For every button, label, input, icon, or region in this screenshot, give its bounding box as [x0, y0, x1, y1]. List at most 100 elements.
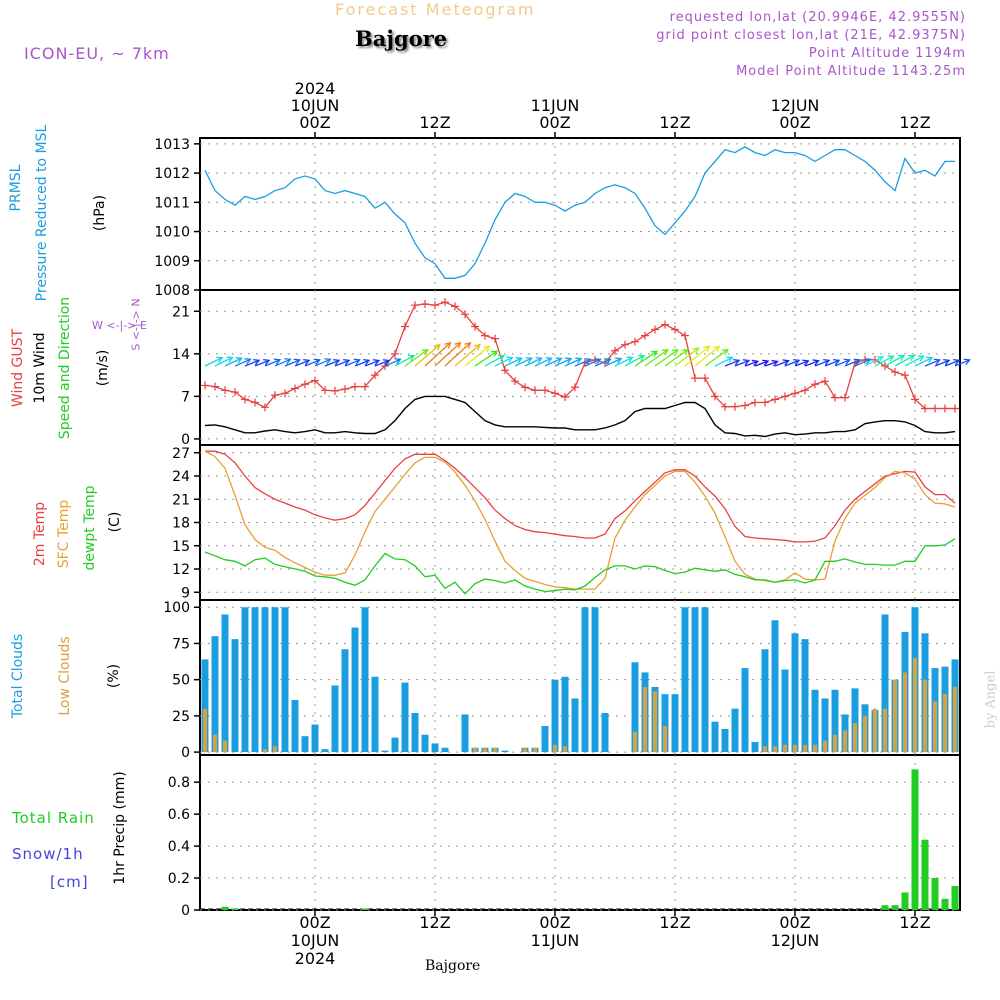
pressure-frame	[199, 137, 961, 291]
wind-arrow	[874, 355, 894, 367]
wind-arrow	[804, 360, 819, 367]
wind-arrow-head	[802, 359, 810, 366]
wind-arrow-head	[490, 350, 499, 357]
temperature-ytick-label: 27	[172, 446, 190, 462]
wind-arrow	[774, 360, 789, 367]
requested-coordinates: requested lon,lat (20.9946E, 42.9555N)	[669, 10, 966, 25]
wind-arrow	[744, 360, 758, 367]
wind-frame	[199, 289, 961, 446]
gust-point	[611, 346, 619, 355]
gust-point	[541, 386, 549, 395]
gust-point	[951, 404, 959, 413]
low-cloud-bar	[553, 744, 557, 753]
wind-arrow	[594, 358, 611, 367]
low-cloud-bar	[933, 701, 937, 753]
low-cloud-bar	[653, 691, 657, 753]
low-cloud-bar	[483, 747, 487, 753]
wind-arrow-head	[216, 356, 224, 363]
wind-arrow	[704, 349, 729, 367]
bottom-time-label: 12JUN	[771, 931, 820, 950]
temperature-ytick-label: 18	[172, 516, 190, 532]
wind-arrow	[524, 357, 542, 367]
gust-point	[891, 368, 899, 377]
wind-arrow	[434, 342, 461, 367]
wind-arrow-head	[253, 358, 261, 366]
wind-arrow-head	[703, 345, 711, 353]
wind-arrow-head	[853, 358, 861, 366]
total-cloud-bar	[731, 708, 739, 753]
total-cloud-bar	[581, 607, 589, 753]
wind-arrow	[644, 349, 669, 367]
rain-bar	[891, 905, 899, 910]
wind-arrow-head	[637, 354, 646, 362]
low-cloud-bar	[793, 744, 797, 753]
rain-bar	[951, 886, 959, 910]
total-cloud-bar	[881, 614, 889, 753]
top-time-label: 12Z	[419, 113, 450, 132]
clouds-ytick-label: 75	[172, 636, 190, 652]
gust-point	[491, 334, 499, 343]
wind-arrow	[504, 357, 522, 367]
wind-arrow	[264, 359, 281, 367]
gust-point	[311, 376, 319, 385]
gust-point	[781, 392, 789, 401]
wind-arrow-head	[372, 359, 381, 366]
wind-arrow	[944, 359, 960, 367]
wind-arrow-head	[382, 359, 391, 366]
wind-arrow	[864, 356, 884, 367]
gust-point	[471, 322, 479, 331]
wind-arrow-head	[394, 358, 402, 365]
clouds-ytick-label: 25	[172, 709, 190, 725]
bottom-time-label: 2024	[295, 949, 336, 968]
rain-bar	[941, 898, 949, 910]
gust-point	[231, 388, 239, 397]
wind-arrow	[684, 345, 710, 367]
low-cloud-bar	[563, 746, 567, 753]
model-name: ICON-EU, ~ 7km	[24, 44, 170, 63]
total-cloud-bar	[411, 712, 419, 753]
t2m-line	[205, 450, 956, 543]
total-cloud-bar	[391, 737, 399, 753]
total-cloud-bar	[661, 694, 669, 753]
rain-bar	[881, 905, 889, 910]
wind-arrow-head	[953, 358, 961, 366]
gust-point	[391, 349, 399, 358]
gust-point	[731, 402, 739, 411]
wind-arrow-head	[661, 348, 669, 356]
wind-arrow	[844, 359, 860, 367]
gust-point	[241, 395, 249, 404]
total-cloud-bar	[261, 607, 269, 753]
total-cloud-bar	[631, 662, 639, 753]
wind-arrow-head	[876, 356, 885, 363]
total-cloud-bar	[601, 712, 609, 753]
total-cloud-bar	[331, 685, 339, 753]
top-time-label: 10JUN	[291, 96, 340, 115]
wind-arrow-head	[293, 358, 301, 366]
total-cloud-bar	[541, 726, 549, 753]
wind-arrow	[234, 358, 251, 367]
total-cloud-bar	[321, 749, 329, 753]
wind-arrow-head	[782, 359, 790, 366]
gust-point	[351, 382, 359, 391]
low-cloud-bar	[953, 686, 957, 753]
wind-arrow	[324, 359, 340, 367]
snow-unit: [cm]	[50, 873, 89, 891]
wind-arrow-head	[793, 358, 801, 366]
pressure-line	[204, 146, 955, 279]
wind-arrow-head	[726, 356, 734, 363]
gust-point	[361, 382, 369, 391]
gust-point	[261, 403, 269, 412]
total-cloud-bar	[781, 669, 789, 753]
total-cloud-bar	[221, 614, 229, 753]
gust-point	[941, 404, 949, 413]
wind-ytick-label: 21	[172, 304, 190, 320]
low-cloud-bar	[893, 679, 897, 753]
bottom-time-label: 12Z	[899, 913, 930, 932]
top-time-label: 2024	[295, 79, 336, 98]
snow-label: Snow/1h	[12, 845, 84, 863]
wind-arrow-head	[671, 348, 679, 356]
total-cloud-bar	[691, 607, 699, 753]
wind-arrow	[634, 350, 658, 367]
rain-bar	[901, 892, 909, 910]
gust-point	[641, 331, 649, 340]
